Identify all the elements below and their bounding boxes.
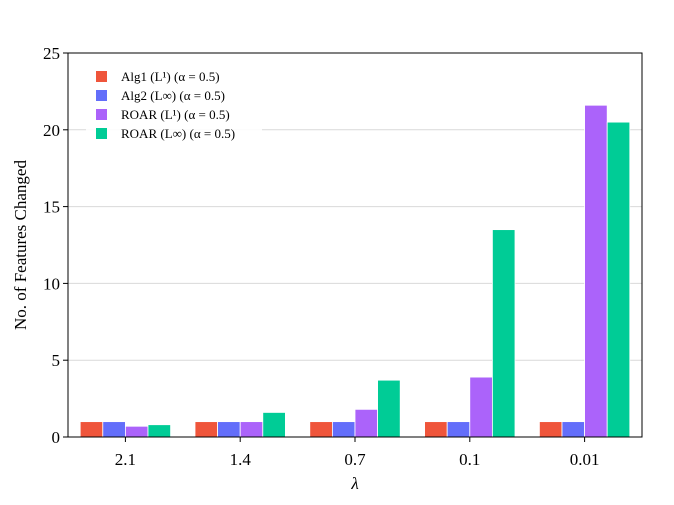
- bar: [102, 421, 126, 438]
- x-tick-label: 0.7: [344, 450, 366, 469]
- x-axis-ticks: 2.1 1.4 0.7 0.1 0.01: [115, 437, 600, 469]
- legend-swatch: [96, 71, 107, 82]
- bar: [377, 379, 401, 438]
- y-tick-label: 5: [52, 351, 61, 370]
- x-tick-label: 2.1: [115, 450, 136, 469]
- legend-swatch: [96, 109, 107, 120]
- bar: [262, 412, 286, 438]
- x-tick-label: 0.1: [459, 450, 480, 469]
- bar: [217, 421, 241, 438]
- y-tick-label: 0: [52, 428, 61, 447]
- gridlines: [68, 129, 642, 361]
- bar: [606, 121, 631, 438]
- legend-label: Alg2 (L∞) (α = 0.5): [121, 88, 225, 103]
- bar: [331, 421, 356, 438]
- x-tick-label: 1.4: [230, 450, 252, 469]
- y-tick-label: 15: [43, 198, 60, 217]
- x-tick-label: 0.01: [570, 450, 600, 469]
- bar: [309, 421, 333, 438]
- legend-swatch: [96, 128, 107, 139]
- legend-swatch: [96, 90, 107, 101]
- legend-label: ROAR (L¹) (α = 0.5): [121, 107, 230, 122]
- bar: [584, 104, 608, 438]
- legend-label: Alg1 (L¹) (α = 0.5): [121, 69, 220, 84]
- bar: [239, 421, 264, 438]
- bar: [539, 421, 563, 438]
- bar: [469, 376, 493, 438]
- y-tick-label: 25: [43, 44, 60, 63]
- bar: [424, 421, 448, 438]
- y-tick-label: 20: [43, 121, 60, 140]
- bars: [79, 104, 631, 438]
- y-tick-label: 10: [43, 274, 60, 293]
- y-axis-title: No. of Features Changed: [11, 160, 30, 330]
- bar: [354, 408, 379, 438]
- y-axis-ticks: 0 5 10 15 20 25: [43, 44, 68, 447]
- bar: [194, 421, 219, 438]
- legend-box: [86, 62, 262, 142]
- x-axis-title: λ: [350, 474, 358, 493]
- bar: [125, 425, 149, 438]
- legend-label: ROAR (L∞) (α = 0.5): [121, 126, 235, 141]
- bar: [491, 229, 516, 438]
- bar: [561, 421, 586, 438]
- bar: [446, 421, 471, 438]
- bar: [79, 421, 104, 438]
- bar: [147, 424, 172, 438]
- legend: Alg1 (L¹) (α = 0.5) Alg2 (L∞) (α = 0.5) RO…: [86, 62, 262, 142]
